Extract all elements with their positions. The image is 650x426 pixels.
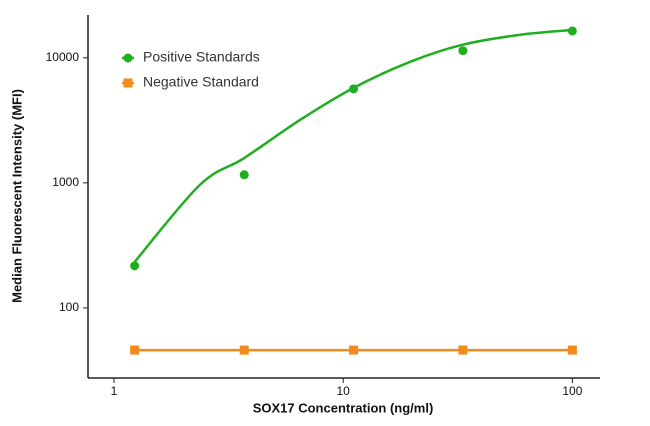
point [458,345,468,355]
point [130,345,140,355]
point [239,345,249,355]
x-tick-label: 1 [111,384,118,398]
point [239,170,249,180]
fit-curve [133,28,573,263]
point [458,46,468,56]
point [567,345,577,355]
y-tick-label: 1000 [52,175,79,189]
legend-label: Negative Standard [143,74,259,90]
point [349,345,359,355]
y-tick-label: 10000 [46,50,80,64]
y-axis-title: Median Fluorescent Intensity (MFI) [9,89,24,303]
point [130,261,140,271]
point [567,26,577,36]
x-tick-label: 10 [337,384,351,398]
x-axis-title: SOX17 Concentration (ng/ml) [253,400,434,415]
legend-label: Positive Standards [143,49,260,65]
y-tick-label: 100 [59,300,79,314]
point [349,84,359,94]
x-tick-label: 100 [562,384,582,398]
